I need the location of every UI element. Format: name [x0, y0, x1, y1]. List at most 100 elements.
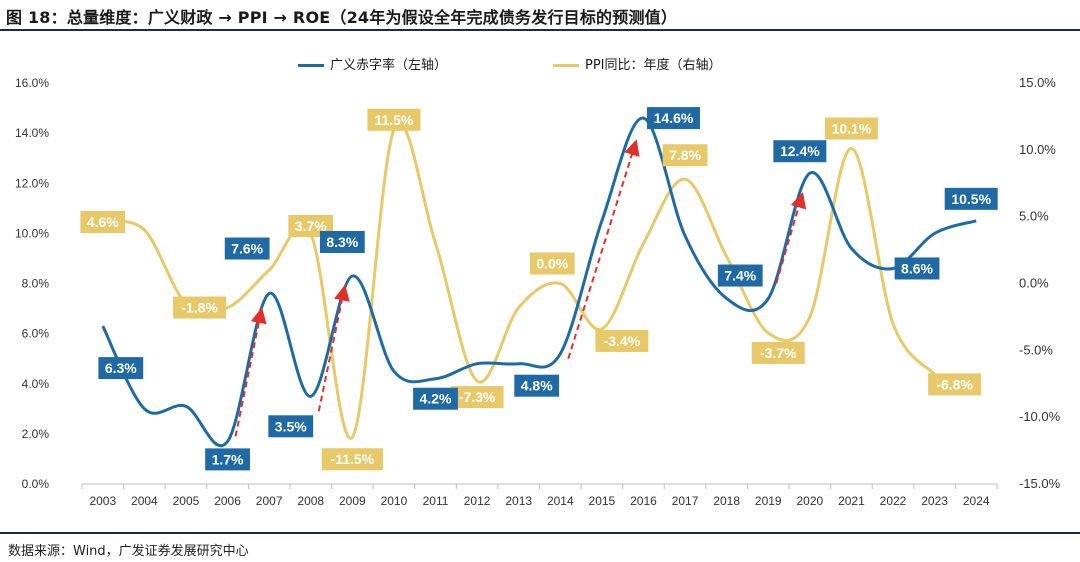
chart-legend: 广义赤字率（左轴） PPI同比：年度（右轴）	[0, 54, 1080, 76]
x-tick-label-2012: 2012	[464, 494, 491, 508]
legend-swatch-ppi	[553, 64, 579, 67]
x-tick-label-2010: 2010	[381, 494, 408, 508]
ppi-data-label-2012: -7.3%	[459, 389, 496, 405]
deficit-data-label-2007: 7.6%	[231, 241, 263, 257]
ppi-data-label-2021: 10.1%	[832, 120, 872, 136]
x-tick-label-2013: 2013	[505, 494, 532, 508]
deficit-data-label-2020: 12.4%	[780, 143, 820, 159]
deficit-label-box-2019	[717, 264, 763, 287]
deficit-data-label-2013: 4.8%	[521, 378, 553, 394]
legend-swatch-deficit	[298, 64, 324, 67]
deficit-label-box-2020	[773, 140, 827, 163]
deficit-data-label-2008: 3.5%	[275, 418, 307, 434]
deficit-label-box-2024	[944, 187, 998, 210]
ppi-data-label-2019: -3.7%	[760, 345, 797, 361]
ppi-label-box-2003	[80, 211, 126, 234]
legend-label-ppi: PPI同比：年度（右轴）	[585, 58, 722, 73]
y-right-tick-label: 0.0%	[1019, 276, 1049, 291]
series-line-deficit	[101, 116, 977, 447]
x-tick-label-2014: 2014	[547, 494, 574, 508]
x-tick-label-2003: 2003	[89, 494, 116, 508]
deficit-label-box-2011	[413, 387, 458, 410]
ppi-label-box-2009	[321, 448, 383, 471]
x-tick-label-2004: 2004	[131, 494, 158, 508]
legend-label-deficit: 广义赤字率（左轴）	[330, 58, 448, 73]
trend-arrow-4	[775, 191, 807, 284]
ppi-label-box-2014	[529, 252, 575, 275]
trend-arrow-1	[234, 307, 267, 437]
x-tick-label-2008: 2008	[297, 494, 324, 508]
y-left-tick-label: 2.0%	[22, 427, 50, 441]
x-tick-label-2018: 2018	[713, 494, 740, 508]
y-left-tick-label: 14.0%	[15, 126, 49, 140]
y-right-tick-label: 10.0%	[1019, 142, 1056, 157]
deficit-data-label-2022: 8.6%	[901, 260, 933, 276]
ppi-data-label-2003: 4.6%	[87, 214, 119, 230]
y-right-tick-label: -15.0%	[1019, 476, 1061, 491]
ppi-label-box-2006	[173, 296, 227, 319]
deficit-data-label-2019: 7.4%	[724, 268, 756, 284]
ppi-label-box-2010	[367, 108, 421, 131]
ppi-data-label-2009: -11.5%	[331, 451, 375, 467]
legend-item-ppi: PPI同比：年度（右轴）	[553, 54, 722, 73]
ppi-label-box-2015	[595, 329, 649, 352]
y-right-tick-label: -10.0%	[1019, 409, 1061, 424]
x-tick-label-2015: 2015	[589, 494, 616, 508]
deficit-data-label-2006: 1.7%	[212, 451, 244, 467]
line-chart: 2003 2004 2005 2006 2007 2008 2009 2010 2011 2012…	[15, 75, 1061, 508]
ppi-label-box-2023	[928, 373, 982, 396]
x-tick-label-2005: 2005	[173, 494, 200, 508]
deficit-data-label-2009: 8.3%	[326, 234, 358, 250]
trend-arrow-2	[317, 284, 350, 412]
y-right-tick-label: 15.0%	[1019, 75, 1056, 90]
trend-arrow-3	[567, 139, 640, 359]
ppi-data-label-2014: 0.0%	[536, 256, 568, 272]
x-tick-label-2019: 2019	[755, 494, 782, 508]
legend-item-deficit: 广义赤字率（左轴）	[298, 54, 447, 73]
deficit-label-box-2007	[224, 237, 270, 260]
ppi-data-label-2017: 7.8%	[669, 147, 701, 163]
y-left-tick-label: 6.0%	[22, 327, 50, 341]
x-tick-label-2022: 2022	[880, 494, 907, 508]
deficit-label-box-2006	[205, 448, 250, 471]
deficit-label-box-2003	[98, 357, 144, 380]
y-left-tick-label: 16.0%	[15, 76, 49, 90]
x-tick-label-2021: 2021	[838, 494, 865, 508]
y-left-tick-label: 0.0%	[22, 477, 50, 491]
x-tick-label-2006: 2006	[214, 494, 241, 508]
deficit-data-label-2016: 14.6%	[654, 110, 694, 126]
ppi-label-box-2019	[751, 341, 805, 364]
ppi-label-box-2021	[824, 117, 878, 140]
ppi-data-label-2015: -3.4%	[604, 333, 641, 349]
deficit-data-label-2003: 6.3%	[105, 360, 137, 376]
deficit-label-box-2022	[894, 257, 940, 280]
x-tick-label-2020: 2020	[796, 494, 823, 508]
source-note: 数据来源：Wind，广发证券发展研究中心	[8, 544, 249, 559]
deficit-data-label-2024: 10.5%	[951, 191, 991, 207]
ppi-data-label-2006: -1.8%	[181, 300, 218, 316]
series-line-ppi	[102, 122, 936, 440]
y-left-tick-label: 10.0%	[15, 226, 49, 240]
y-left-tick-label: 8.0%	[22, 277, 50, 291]
title-divider	[0, 29, 1080, 31]
deficit-label-box-2013	[514, 374, 560, 397]
y-left-tick-label: 4.0%	[22, 377, 50, 391]
y-left-tick-label: 12.0%	[15, 176, 49, 190]
ppi-data-label-2010: 11.5%	[374, 112, 413, 128]
x-tick-label-2009: 2009	[339, 494, 366, 508]
deficit-label-box-2008	[268, 415, 314, 438]
y-right-tick-label: 5.0%	[1019, 209, 1049, 224]
deficit-label-box-2009	[319, 230, 365, 253]
figure-title: 图 18：总量维度：广义财政 → PPI → ROE（24年为假设全年完成债务发…	[6, 8, 678, 27]
ppi-data-label-2008: 3.7%	[295, 218, 327, 234]
y-right-tick-label: -5.0%	[1019, 342, 1053, 357]
deficit-data-label-2011: 4.2%	[420, 391, 452, 407]
deficit-label-box-2016	[646, 107, 700, 130]
ppi-data-label-2023: -6.8%	[936, 376, 973, 392]
ppi-label-box-2017	[662, 144, 708, 167]
title-bar: 图 18：总量维度：广义财政 → PPI → ROE（24年为假设全年完成债务发…	[0, 0, 1080, 31]
ppi-label-box-2012	[450, 386, 504, 409]
x-tick-label-2017: 2017	[672, 494, 699, 508]
x-tick-label-2023: 2023	[921, 494, 948, 508]
footer-divider	[0, 532, 1080, 534]
